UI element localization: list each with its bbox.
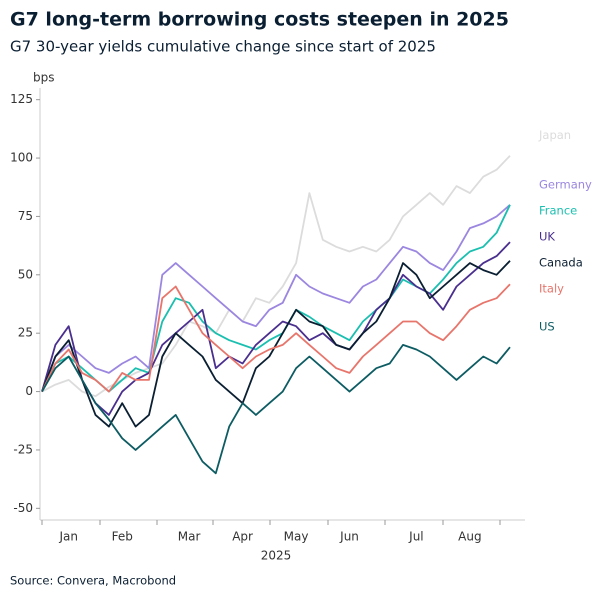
series-line <box>41 204 511 392</box>
y-tick-label: 25 <box>18 326 33 340</box>
y-tick-label: -25 <box>13 442 33 456</box>
x-tick-label: May <box>284 530 309 544</box>
x-tick-label: Jul <box>408 530 423 544</box>
x-tick-label: Mar <box>178 530 201 544</box>
series-line <box>41 155 511 398</box>
source: Source: Convera, Macrobond <box>10 574 176 588</box>
x-axis-label: 2025 <box>261 549 292 563</box>
x-tick-label: Jun <box>339 530 359 544</box>
chart-title: G7 long-term borrowing costs steepen in … <box>10 9 509 31</box>
y-tick-label: -50 <box>13 501 33 515</box>
x-tick-label: Apr <box>232 530 253 544</box>
y-tick-label: 75 <box>18 209 33 223</box>
legend-label: Japan <box>538 128 571 142</box>
legend-label: France <box>539 203 577 217</box>
x-tick-label: Feb <box>112 530 133 544</box>
legend-label: Italy <box>539 281 564 295</box>
series-line <box>41 283 511 393</box>
x-tick-label: Aug <box>458 530 481 544</box>
legend-label: US <box>539 320 555 334</box>
y-tick-label: 50 <box>18 267 33 281</box>
series-line <box>41 260 511 428</box>
y-unit: bps <box>33 71 55 85</box>
y-tick-label: 100 <box>10 151 33 165</box>
legend-label: Canada <box>539 255 583 269</box>
chart-subtitle: G7 30-year yields cumulative change sinc… <box>10 38 436 56</box>
legend-label: UK <box>539 229 555 243</box>
x-tick-label: Jan <box>58 530 78 544</box>
series-line <box>41 204 511 393</box>
month-ticks <box>41 520 501 525</box>
y-tick-label: 125 <box>10 92 33 106</box>
y-tick-label: 0 <box>25 384 33 398</box>
series-line <box>41 344 511 475</box>
legend-label: Germany <box>539 177 592 191</box>
